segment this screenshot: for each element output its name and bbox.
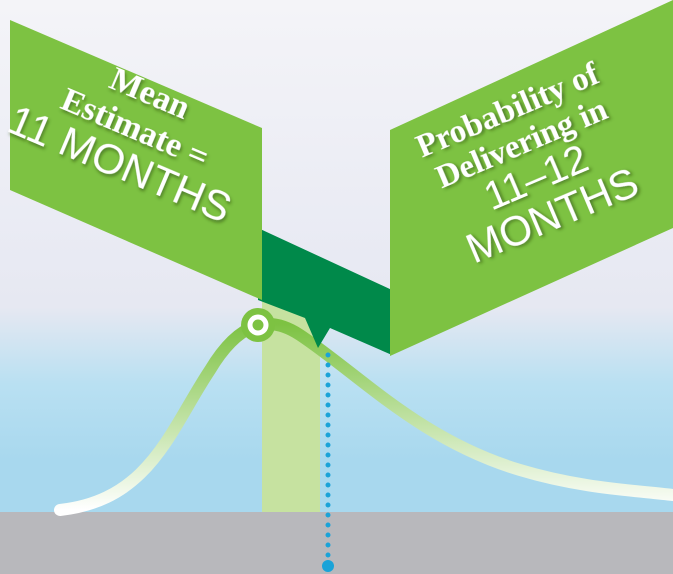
mean-marker-ring <box>247 314 269 336</box>
floor <box>0 512 673 574</box>
right-sign <box>390 0 673 356</box>
dot <box>322 560 334 572</box>
ribbon <box>258 228 392 355</box>
mean-marker <box>241 308 275 342</box>
left-sign <box>10 20 262 300</box>
distribution-curve <box>54 318 673 516</box>
